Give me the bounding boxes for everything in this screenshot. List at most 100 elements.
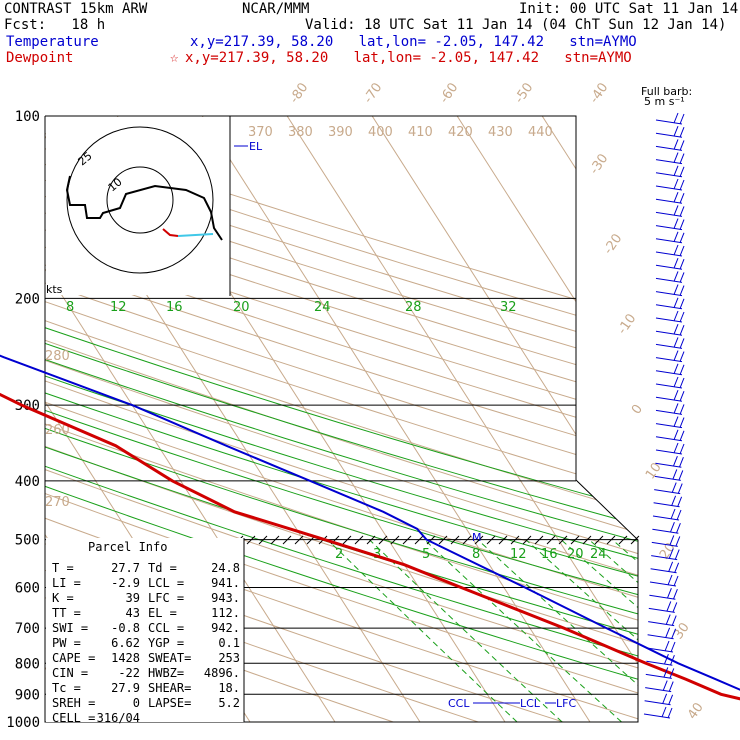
parcel-param-value: 316/04 <box>97 711 140 725</box>
wind-barb-shaft <box>655 172 683 178</box>
wind-barb-flag <box>677 496 683 507</box>
wind-barb-flag <box>671 482 677 493</box>
parcel-param-value: -0.8 <box>111 621 140 635</box>
ccl-label: CCL <box>448 697 470 710</box>
wind-barb-flag <box>679 430 685 441</box>
wind-barb-shaft <box>648 607 675 613</box>
parcel-info-box: Parcel Info T = 27.7 Td = 24.8 LI = -2.9 LCL =… <box>46 538 245 725</box>
wind-barb-shaft <box>655 211 683 217</box>
wind-barb-shaft <box>645 687 672 693</box>
wind-barb-flag <box>666 588 672 599</box>
parcel-param-value: -2.9 <box>111 576 140 590</box>
parcel-param-label: YGP = <box>148 636 184 650</box>
wind-barb-flag <box>679 153 685 164</box>
isotherm-label: -40 <box>587 80 611 106</box>
wind-barb-flag <box>669 668 675 679</box>
wind-barb-flag <box>663 667 669 678</box>
temperature-legend: Temperature <box>6 34 99 50</box>
wind-barb-shaft <box>655 409 683 415</box>
dry-adiabat-line <box>45 116 638 722</box>
wind-barb-flag <box>673 231 679 242</box>
parcel-info-title: Parcel Info <box>88 540 167 554</box>
el-label: EL <box>249 140 263 153</box>
pressure-label: 600 <box>15 581 40 597</box>
parcel-info-rows: T = 27.7 Td = 24.8 LI = -2.9 LCL = 941. K = 39 LFC… <box>52 561 240 725</box>
wind-barb-flag <box>679 206 685 217</box>
parcel-param-value: -22 <box>118 666 140 680</box>
wind-barb-flag <box>673 403 679 414</box>
wind-barb-flag <box>677 483 683 494</box>
wind-barb-flag <box>673 165 679 176</box>
wind-barb-shaft <box>655 383 683 389</box>
wind-barb-shaft <box>654 489 681 495</box>
parcel-param-value: 5.2 <box>218 696 240 710</box>
pressure-label: 400 <box>15 474 40 490</box>
parcel-param-value: 27.7 <box>111 561 140 575</box>
mixing-ratio-label: 20 <box>567 547 584 562</box>
pressure-label: 800 <box>15 656 40 672</box>
barb-note-line2: 5 m s⁻¹ <box>644 95 685 108</box>
wind-barb-flag <box>671 615 677 626</box>
edge-tick <box>558 535 568 545</box>
pressure-label: 700 <box>15 621 40 637</box>
wind-barb-flag <box>679 193 685 204</box>
wind-barb-flag <box>673 376 679 388</box>
isotherm-label: -70 <box>361 80 385 106</box>
edge-tick <box>606 535 616 545</box>
wind-barb-flag <box>679 325 685 336</box>
parcel-param-label: SHEAR= <box>148 681 191 695</box>
pressure-label: 1000 <box>6 715 40 731</box>
wind-barb-flag <box>679 166 685 177</box>
parcel-param-value: 942. <box>211 621 240 635</box>
wind-barb-shaft <box>655 225 683 231</box>
edge-tick <box>498 535 508 545</box>
wind-barb-shaft <box>648 621 675 627</box>
wind-barb-flag <box>674 549 680 560</box>
wind-barb-flag <box>665 614 671 625</box>
mixing-ratio-label: 28 <box>405 300 422 315</box>
moist-adiabat-line <box>45 297 638 722</box>
theta-label: 420 <box>448 125 473 140</box>
isotherm-label: -20 <box>601 231 625 257</box>
wind-barb-shaft <box>649 594 676 600</box>
parcel-param-label: CIN = <box>52 666 88 680</box>
wind-barb-flag <box>673 205 679 216</box>
dry-adiabat-line <box>45 116 638 722</box>
edge-tick <box>438 535 448 545</box>
hodograph-ring-10 <box>106 166 174 234</box>
mixing-ratio-label: 20 <box>233 300 250 315</box>
parcel-param-value: 24.8 <box>211 561 240 575</box>
theta-label-left: 270 <box>45 495 70 510</box>
isotherm-label: -80 <box>287 80 311 106</box>
mixing-ratio-label: 5 <box>422 547 430 562</box>
wind-barb-flag <box>665 627 671 638</box>
wind-barb-flag <box>672 589 678 600</box>
edge-tick <box>546 535 556 545</box>
wind-barb-flag <box>668 681 674 692</box>
wind-barb-flag <box>678 457 684 468</box>
wind-barb-flag <box>673 297 679 308</box>
edge-tick <box>378 535 388 545</box>
parcel-param-label: T = <box>52 561 74 575</box>
moist-adiabat-line <box>45 297 638 722</box>
wind-barb-flag <box>673 244 679 256</box>
dry-adiabat-line <box>45 116 638 722</box>
wind-barb-shaft <box>651 541 678 547</box>
wind-barb-flag <box>674 562 680 573</box>
mixing-ratio-line <box>327 539 518 722</box>
wind-barb-shaft <box>654 475 681 481</box>
parcel-param-label: LCL = <box>148 576 184 590</box>
plot-outline <box>44 115 639 723</box>
wind-barb-shaft <box>655 159 683 165</box>
theta-label: 370 <box>248 125 273 140</box>
mixing-ratio-label: 32 <box>500 300 517 315</box>
dry-adiabat-line <box>45 116 638 722</box>
theta-label: 410 <box>408 125 433 140</box>
wind-barb-flag <box>676 509 682 521</box>
parcel-param-value: 4896. <box>204 666 240 680</box>
parcel-param-value: 18. <box>218 681 240 695</box>
wind-barb-flag <box>679 351 685 362</box>
wind-barb-flag <box>663 654 669 665</box>
dewpoint-legend: Dewpoint <box>6 50 74 66</box>
wind-barb-shaft <box>655 330 683 336</box>
